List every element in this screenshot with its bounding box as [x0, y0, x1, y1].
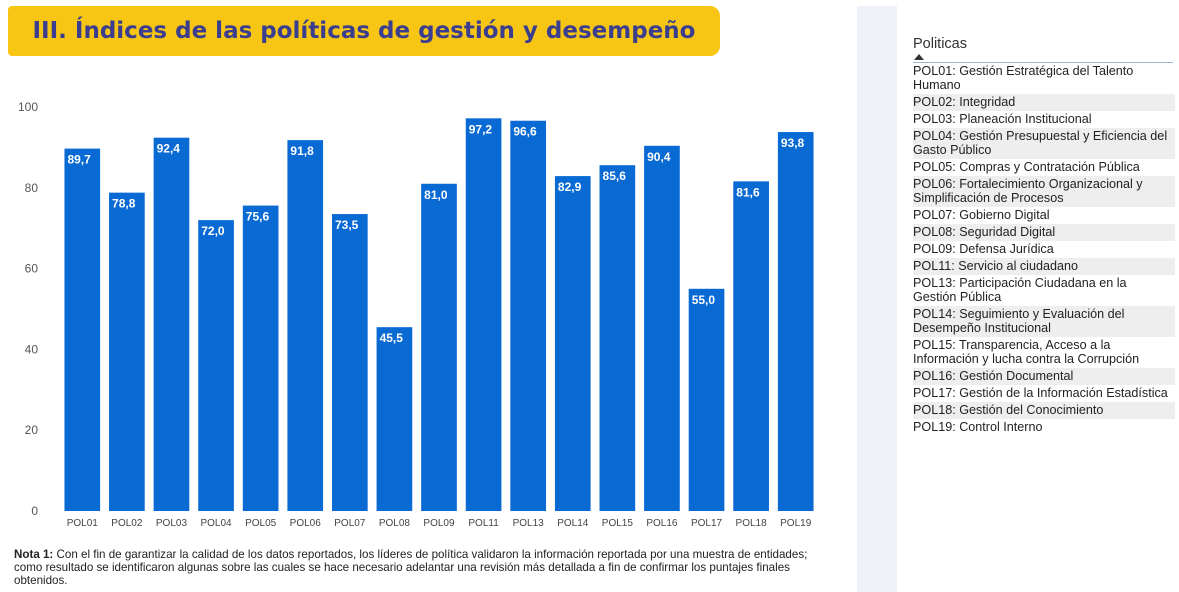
bar-chart: 0 20 40 60 80 100 89,7 POL01 78,8 POL02 92,4 POL03 7…	[18, 100, 814, 529]
y-tick-label: 60	[25, 262, 39, 276]
x-tick-label: POL09	[423, 518, 455, 529]
bar	[599, 165, 636, 511]
x-tick-label: POL01	[67, 518, 99, 529]
bar	[510, 120, 547, 512]
bar	[64, 148, 101, 511]
footnote-label: Nota 1:	[14, 548, 54, 561]
x-tick-label: POL15	[602, 518, 634, 529]
bar	[198, 220, 234, 511]
legend-item[interactable]: POL03: Planeación Institucional	[913, 112, 1092, 126]
data-label: 91,8	[290, 144, 314, 158]
x-tick-label: POL18	[736, 518, 768, 529]
legend-divider	[913, 62, 1173, 63]
y-tick-label: 100	[18, 100, 38, 114]
policy-legend: Politicas POL01: Gestión Estratégica del…	[913, 36, 1175, 436]
bar	[465, 118, 502, 511]
x-tick-label: POL06	[290, 518, 322, 529]
legend-item[interactable]: POL09: Defensa Jurídica	[913, 242, 1054, 256]
data-label: 92,4	[157, 142, 181, 156]
data-label: 78,8	[112, 197, 136, 211]
bar	[733, 181, 769, 511]
x-tick-label: POL05	[245, 518, 277, 529]
y-tick-label: 20	[25, 423, 39, 437]
footnote-text: Con el fin de garantizar la calidad de l…	[14, 548, 808, 587]
legend-title: Politicas	[913, 36, 967, 52]
legend-item[interactable]: POL16: Gestión Documental	[913, 368, 1175, 385]
bar	[554, 176, 591, 512]
x-tick-label: POL14	[557, 518, 589, 529]
bar	[644, 145, 680, 511]
legend-item[interactable]: POL08: Seguridad Digital	[913, 224, 1175, 241]
data-label: 85,6	[603, 169, 627, 183]
legend-list: POL01: Gestión Estratégica del Talento H…	[913, 63, 1175, 436]
sort-ascending-icon[interactable]	[914, 54, 924, 60]
data-label: 97,2	[469, 122, 493, 136]
data-label: 75,6	[246, 210, 270, 224]
bar	[287, 140, 324, 511]
legend-item[interactable]: POL05: Compras y Contratación Pública	[913, 160, 1140, 174]
x-tick-label: POL07	[334, 518, 366, 529]
legend-item[interactable]: POL18: Gestión del Conocimiento	[913, 402, 1175, 419]
x-tick-label: POL17	[691, 518, 723, 529]
x-tick-label: POL02	[111, 518, 143, 529]
data-label: 73,5	[335, 218, 359, 232]
title-banner: III. Índices de las políticas de gestión…	[8, 6, 720, 56]
bar	[153, 137, 190, 512]
data-label: 82,9	[558, 180, 582, 194]
legend-item[interactable]: POL19: Control Interno	[913, 420, 1043, 434]
bar	[376, 327, 413, 511]
y-tick-label: 40	[25, 342, 39, 356]
data-label: 90,4	[647, 150, 671, 164]
legend-item[interactable]: POL04: Gestión Presupuestal y Eficiencia…	[913, 128, 1175, 159]
bar	[421, 183, 457, 511]
data-label: 81,6	[736, 185, 760, 199]
data-label: 96,6	[513, 125, 537, 139]
data-label: 93,8	[781, 136, 805, 150]
bar	[242, 205, 279, 511]
x-tick-label: POL03	[156, 518, 188, 529]
panel-separator	[857, 6, 897, 592]
legend-item[interactable]: POL11: Servicio al ciudadano	[913, 258, 1175, 275]
x-tick-label: POL11	[468, 518, 499, 529]
x-tick-label: POL19	[780, 518, 812, 529]
legend-item[interactable]: POL15: Transparencia, Acceso a la Inform…	[913, 338, 1140, 366]
x-tick-label: POL16	[646, 518, 678, 529]
data-label: 72,0	[201, 224, 225, 238]
legend-item[interactable]: POL13: Participación Ciudadana en la Ges…	[913, 276, 1127, 304]
data-label: 81,0	[424, 188, 448, 202]
legend-item[interactable]: POL17: Gestión de la Información Estadís…	[913, 386, 1168, 400]
x-tick-label: POL04	[200, 518, 232, 529]
legend-item[interactable]: POL02: Integridad	[913, 94, 1175, 111]
data-label: 89,7	[67, 153, 91, 167]
bar	[777, 132, 814, 511]
footnote: Nota 1: Con el fin de garantizar la cali…	[14, 548, 834, 587]
y-tick-label: 80	[25, 181, 39, 195]
y-tick-label: 0	[31, 504, 38, 518]
page-title: III. Índices de las políticas de gestión…	[32, 18, 696, 44]
x-tick-label: POL08	[379, 518, 411, 529]
data-label: 45,5	[380, 331, 404, 345]
legend-item[interactable]: POL01: Gestión Estratégica del Talento H…	[913, 64, 1134, 92]
legend-item[interactable]: POL14: Seguimiento y Evaluación del Dese…	[913, 306, 1175, 337]
bar	[688, 288, 725, 511]
bar	[109, 192, 145, 511]
legend-item[interactable]: POL07: Gobierno Digital	[913, 208, 1050, 222]
x-tick-label: POL13	[513, 518, 545, 529]
data-label: 55,0	[692, 293, 716, 307]
legend-item[interactable]: POL06: Fortalecimiento Organizacional y …	[913, 176, 1175, 207]
bar	[331, 214, 368, 511]
